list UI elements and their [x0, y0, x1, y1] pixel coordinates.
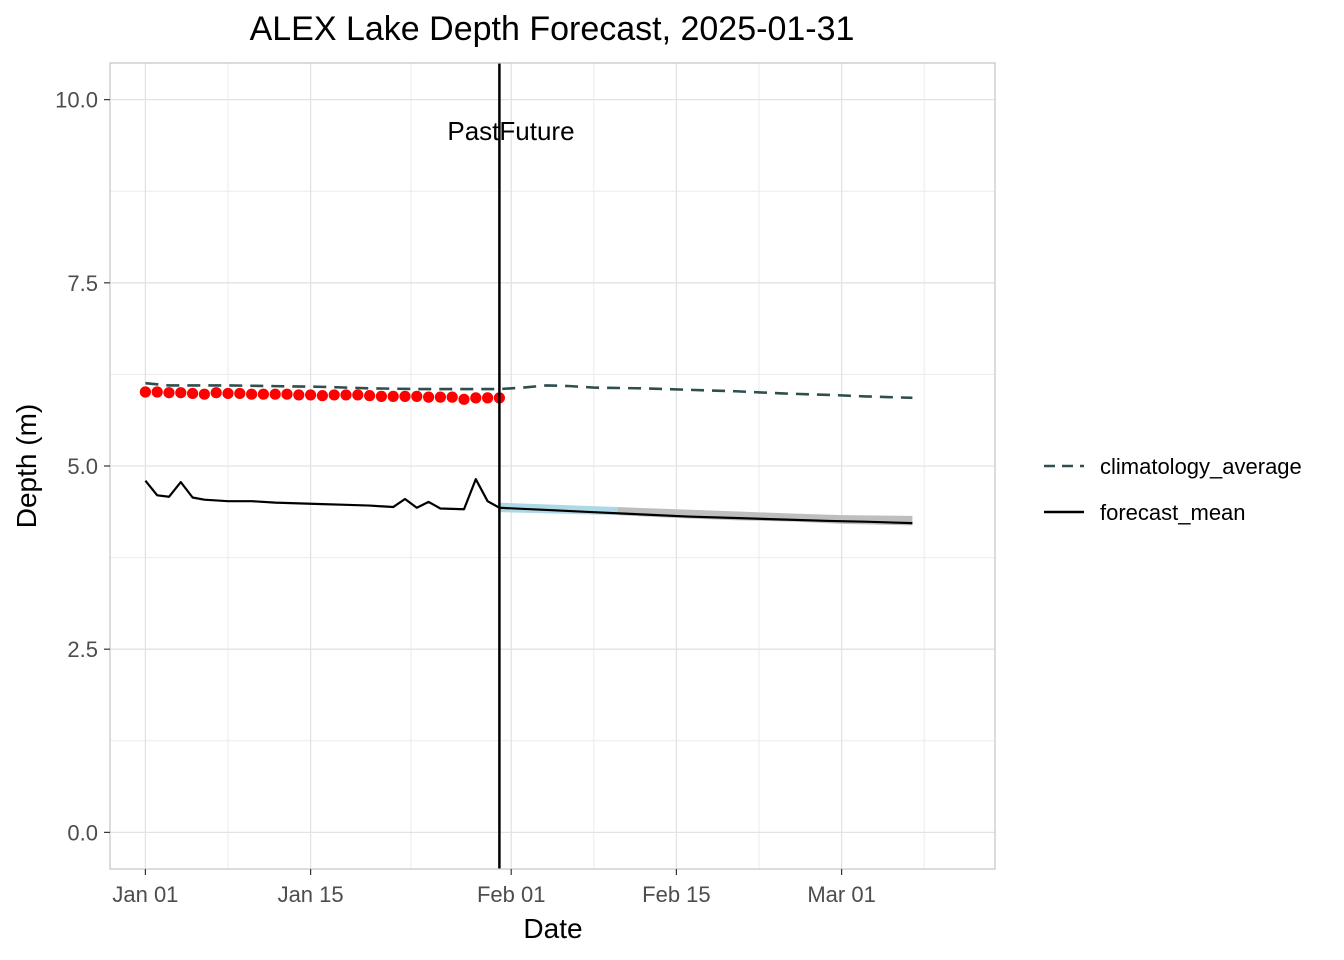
observation-point	[187, 387, 199, 400]
observation-point	[257, 388, 269, 400]
legend: climatology_average forecast_mean	[1044, 454, 1302, 525]
x-tick-label: Jan 01	[112, 882, 178, 907]
y-tick-label: 2.5	[67, 637, 98, 662]
annotation-past: Past	[447, 116, 500, 146]
forecast-mean-line	[144, 478, 913, 525]
legend-label-forecast-mean: forecast_mean	[1100, 500, 1246, 525]
annotation-future: Future	[499, 116, 574, 146]
x-tick-label: Feb 01	[477, 882, 546, 907]
climatology-average-line	[145, 381, 913, 400]
x-tick-label: Jan 15	[278, 882, 344, 907]
observation-point	[151, 386, 163, 398]
observation-point	[375, 390, 387, 402]
observation-point	[446, 391, 458, 403]
observation-point	[399, 390, 411, 402]
observation-point	[387, 390, 399, 402]
x-axis-title: Date	[523, 913, 582, 944]
observation-point	[246, 388, 258, 400]
observation-point	[328, 389, 340, 401]
forecast-mean-layer	[144, 478, 913, 525]
chart-title: ALEX Lake Depth Forecast, 2025-01-31	[250, 10, 855, 48]
observation-point	[340, 389, 352, 401]
observation-point	[305, 389, 317, 401]
observation-point	[281, 388, 293, 400]
climatology-layer	[145, 381, 913, 400]
observation-point	[352, 389, 364, 401]
observation-point	[316, 390, 328, 402]
y-tick-label: 5.0	[67, 454, 98, 479]
observation-point	[423, 391, 435, 403]
observation-point	[364, 390, 376, 402]
y-tick-label: 7.5	[67, 271, 98, 296]
y-axis-title: Depth (m)	[11, 404, 42, 528]
observation-point	[470, 392, 482, 404]
observation-point	[175, 387, 187, 399]
legend-label-climatology: climatology_average	[1100, 454, 1302, 479]
observation-point	[482, 392, 494, 404]
grid-major	[110, 63, 995, 869]
observation-point	[163, 387, 175, 399]
observation-point	[269, 388, 281, 400]
y-tick-label: 0.0	[67, 820, 98, 845]
observation-point	[434, 391, 446, 403]
observation-point	[210, 387, 222, 399]
x-axis: Jan 01 Jan 15 Feb 01 Feb 15 Mar 01	[112, 869, 876, 907]
observation-point	[139, 386, 151, 398]
observation-point	[222, 387, 234, 400]
observations-layer	[139, 386, 505, 405]
observation-point	[198, 388, 210, 400]
observation-point	[411, 390, 423, 402]
plot-panel: Past Future	[109, 62, 996, 870]
observation-point	[234, 387, 246, 400]
observation-point	[293, 389, 305, 401]
x-tick-label: Mar 01	[807, 882, 875, 907]
y-axis: 0.0 2.5 5.0 7.5 10.0	[55, 88, 110, 845]
x-tick-label: Feb 15	[642, 882, 711, 907]
y-tick-label: 10.0	[55, 88, 98, 113]
observation-point	[458, 393, 470, 405]
